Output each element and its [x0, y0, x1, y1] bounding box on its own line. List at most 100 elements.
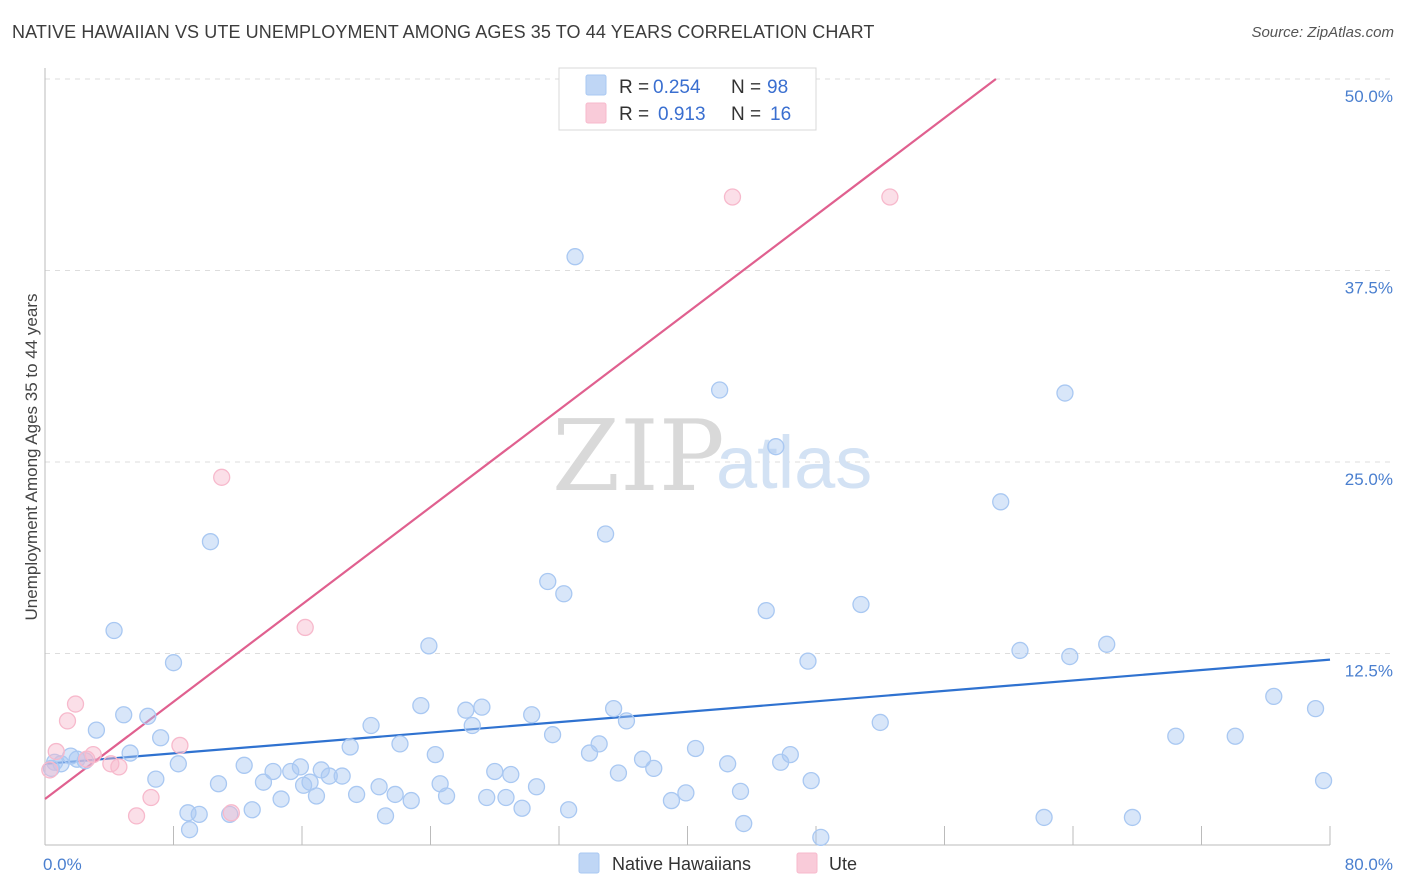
- point-native-hawaiians-17: [190, 805, 208, 824]
- point-ute-0: [41, 761, 59, 779]
- point-native-hawaiians-72: [686, 739, 705, 758]
- x-tick-label-max: 80.0%: [1345, 855, 1393, 874]
- point-native-hawaiians-71: [677, 784, 695, 802]
- point-native-hawaiians-76: [735, 814, 753, 833]
- y-tick-labels: 12.5% 25.0% 37.5% 50.0%: [1345, 87, 1393, 681]
- point-native-hawaiians-44: [426, 745, 444, 764]
- y-axis-label: Unemployment Among Ages 35 to 44 years: [22, 294, 41, 621]
- point-native-hawaiians-50: [478, 788, 496, 807]
- point-native-hawaiians-34: [341, 738, 359, 756]
- point-native-hawaiians-63: [590, 735, 608, 753]
- point-native-hawaiians-16: [180, 821, 199, 839]
- point-native-hawaiians-51: [486, 762, 504, 781]
- point-native-hawaiians-52: [497, 788, 515, 807]
- point-ute-11: [213, 468, 231, 486]
- y-tick-label-2: 37.5%: [1345, 279, 1393, 298]
- point-ute-7: [110, 758, 128, 776]
- point-native-hawaiians-80: [781, 745, 799, 764]
- series-legend: Native Hawaiians Ute: [578, 852, 857, 874]
- point-ute-15: [881, 188, 899, 206]
- legend-r-label-1: R =: [619, 104, 649, 125]
- point-native-hawaiians-86: [992, 493, 1010, 511]
- point-native-hawaiians-21: [235, 756, 253, 774]
- trend-line-native-hawaiians: [44, 658, 1331, 765]
- point-ute-5: [84, 745, 102, 764]
- point-native-hawaiians-69: [645, 759, 663, 778]
- data-points: [41, 188, 1333, 846]
- point-ute-2: [58, 712, 77, 730]
- y-tick-label-1: 25.0%: [1345, 470, 1393, 489]
- point-native-hawaiians-13: [164, 654, 183, 672]
- point-native-hawaiians-78: [767, 438, 785, 456]
- point-native-hawaiians-42: [412, 696, 430, 715]
- point-native-hawaiians-19: [209, 775, 228, 793]
- stats-legend: R = 0.254 N = 98 R = 0.913 N = 16: [558, 67, 817, 131]
- point-native-hawaiians-26: [282, 762, 300, 781]
- point-native-hawaiians-9: [121, 744, 139, 762]
- point-ute-8: [127, 807, 146, 825]
- legend-n-label-0: N =: [731, 77, 761, 98]
- point-native-hawaiians-39: [386, 785, 404, 804]
- point-native-hawaiians-8: [115, 706, 133, 724]
- point-native-hawaiians-88: [1035, 808, 1053, 827]
- point-native-hawaiians-25: [272, 790, 290, 808]
- point-native-hawaiians-18: [201, 533, 220, 551]
- legend-swatch-ute: [585, 102, 607, 124]
- watermark: ZIP atlas: [552, 400, 872, 514]
- point-native-hawaiians-36: [362, 716, 380, 735]
- point-native-hawaiians-10: [139, 707, 157, 725]
- legend-r-label-0: R =: [619, 77, 649, 98]
- point-native-hawaiians-61: [566, 248, 584, 266]
- point-native-hawaiians-33: [333, 767, 351, 785]
- point-native-hawaiians-90: [1061, 647, 1079, 666]
- chart-title: NATIVE HAWAIIAN VS UTE UNEMPLOYMENT AMON…: [12, 22, 875, 42]
- point-native-hawaiians-83: [812, 828, 830, 846]
- point-native-hawaiians-22: [243, 801, 261, 819]
- point-native-hawaiians-12: [151, 729, 170, 747]
- point-native-hawaiians-96: [1306, 700, 1325, 718]
- point-native-hawaiians-85: [871, 713, 889, 732]
- point-native-hawaiians-92: [1123, 808, 1142, 827]
- watermark-atlas: atlas: [716, 421, 872, 504]
- point-native-hawaiians-35: [347, 785, 366, 804]
- point-native-hawaiians-47: [457, 701, 475, 719]
- point-native-hawaiians-97: [1314, 772, 1333, 790]
- point-native-hawaiians-38: [376, 807, 395, 825]
- series-legend-label-ute: Ute: [829, 854, 857, 874]
- point-native-hawaiians-49: [473, 698, 491, 716]
- source-credit: Source: ZipAtlas.com: [1251, 24, 1394, 41]
- point-native-hawaiians-54: [513, 799, 531, 817]
- point-native-hawaiians-60: [559, 801, 578, 819]
- point-native-hawaiians-46: [437, 787, 456, 805]
- point-native-hawaiians-93: [1167, 727, 1185, 745]
- point-native-hawaiians-89: [1056, 384, 1074, 402]
- point-native-hawaiians-87: [1011, 641, 1029, 660]
- point-native-hawaiians-53: [502, 765, 520, 784]
- point-native-hawaiians-43: [420, 637, 438, 655]
- trend-line-ute: [44, 78, 997, 800]
- point-ute-14: [723, 188, 742, 206]
- point-native-hawaiians-74: [719, 755, 737, 773]
- legend-swatch-native-hawaiians: [585, 74, 607, 96]
- point-native-hawaiians-95: [1265, 687, 1283, 706]
- series-legend-label-native-hawaiians: Native Hawaiians: [612, 854, 751, 874]
- point-native-hawaiians-7: [105, 621, 123, 640]
- point-native-hawaiians-64: [596, 525, 615, 543]
- y-tick-label-3: 50.0%: [1345, 87, 1393, 106]
- watermark-zip: ZIP: [552, 400, 725, 514]
- point-native-hawaiians-59: [555, 585, 573, 603]
- point-native-hawaiians-84: [852, 595, 870, 614]
- point-ute-12: [222, 804, 240, 822]
- point-native-hawaiians-68: [633, 750, 652, 768]
- point-native-hawaiians-27: [291, 758, 310, 776]
- point-native-hawaiians-14: [169, 755, 187, 773]
- y-tick-label-0: 12.5%: [1345, 662, 1393, 681]
- point-native-hawaiians-75: [731, 782, 750, 801]
- legend-n-label-1: N =: [731, 104, 761, 125]
- series-legend-swatch-ute: [796, 852, 818, 874]
- trend-lines: [44, 78, 1331, 800]
- legend-r-value-1: 0.913: [658, 104, 706, 125]
- point-ute-9: [142, 788, 160, 807]
- point-native-hawaiians-24: [264, 762, 282, 781]
